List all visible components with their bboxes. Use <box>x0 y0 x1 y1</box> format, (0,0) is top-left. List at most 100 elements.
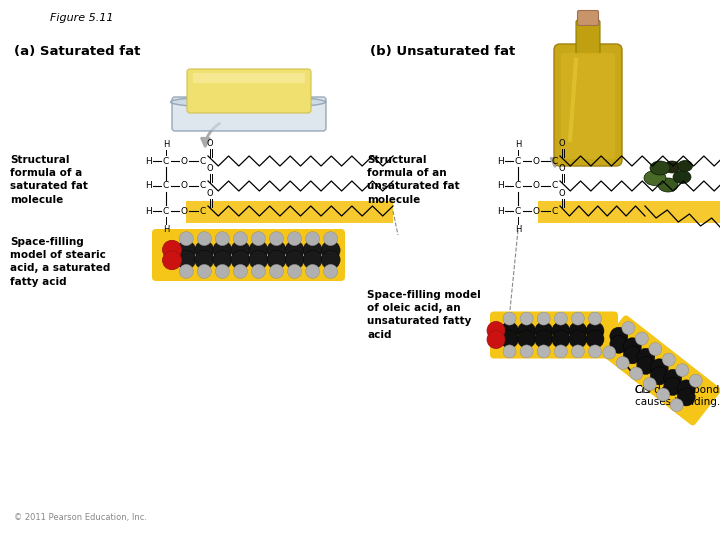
Circle shape <box>572 312 585 325</box>
Circle shape <box>503 312 516 325</box>
Circle shape <box>269 265 284 278</box>
Text: O: O <box>207 189 213 198</box>
Circle shape <box>569 322 587 340</box>
Text: C: C <box>200 181 206 191</box>
Circle shape <box>537 312 550 325</box>
Circle shape <box>487 330 505 348</box>
Text: Space-filling
model of stearic
acid, a saturated
fatty acid: Space-filling model of stearic acid, a s… <box>10 237 110 287</box>
Text: O: O <box>207 164 213 173</box>
Text: C: C <box>200 206 206 215</box>
Text: H: H <box>145 157 151 165</box>
Ellipse shape <box>171 96 325 108</box>
Circle shape <box>500 322 518 340</box>
Text: C: C <box>163 157 169 165</box>
Circle shape <box>269 232 284 246</box>
FancyBboxPatch shape <box>172 97 326 131</box>
Circle shape <box>213 241 232 260</box>
Text: Figure 5.11: Figure 5.11 <box>50 13 114 23</box>
Circle shape <box>285 241 304 260</box>
Circle shape <box>285 250 304 269</box>
Circle shape <box>487 321 505 340</box>
Circle shape <box>303 250 322 269</box>
FancyBboxPatch shape <box>490 312 618 359</box>
Circle shape <box>249 241 268 260</box>
Circle shape <box>572 345 585 358</box>
Circle shape <box>586 330 604 348</box>
Circle shape <box>195 241 214 260</box>
Circle shape <box>643 377 656 390</box>
Text: O: O <box>559 164 565 173</box>
Text: (a) Saturated fat: (a) Saturated fat <box>14 45 140 58</box>
Circle shape <box>251 232 266 246</box>
Text: O: O <box>181 206 187 215</box>
Circle shape <box>518 322 536 340</box>
Circle shape <box>197 232 211 246</box>
Circle shape <box>179 232 193 246</box>
Ellipse shape <box>664 161 680 173</box>
FancyBboxPatch shape <box>193 73 305 83</box>
Circle shape <box>324 265 338 278</box>
Ellipse shape <box>678 160 693 172</box>
Circle shape <box>537 345 550 358</box>
Circle shape <box>670 399 683 411</box>
Text: © 2011 Pearson Education, Inc.: © 2011 Pearson Education, Inc. <box>14 513 147 522</box>
Circle shape <box>233 265 248 278</box>
Circle shape <box>676 363 689 377</box>
Circle shape <box>249 250 268 269</box>
Circle shape <box>586 322 604 340</box>
Circle shape <box>303 241 322 260</box>
FancyBboxPatch shape <box>561 53 615 159</box>
Text: Space-filling model
of oleic acid, an
unsaturated fatty
acid: Space-filling model of oleic acid, an un… <box>367 290 481 340</box>
Ellipse shape <box>650 161 670 175</box>
Text: H: H <box>145 206 151 215</box>
Circle shape <box>689 374 702 387</box>
Text: O: O <box>533 206 539 215</box>
Circle shape <box>176 250 196 269</box>
Circle shape <box>552 330 570 348</box>
Text: C: C <box>515 181 521 191</box>
FancyBboxPatch shape <box>538 201 720 223</box>
FancyBboxPatch shape <box>152 229 345 281</box>
Circle shape <box>233 232 248 246</box>
Circle shape <box>520 345 533 358</box>
Circle shape <box>163 240 181 259</box>
Circle shape <box>610 327 628 345</box>
Circle shape <box>520 312 533 325</box>
FancyBboxPatch shape <box>187 69 311 113</box>
Circle shape <box>251 265 266 278</box>
Text: H: H <box>497 206 503 215</box>
Text: O: O <box>533 181 539 191</box>
Circle shape <box>321 241 340 260</box>
Circle shape <box>518 330 536 348</box>
Text: H: H <box>515 225 521 234</box>
Ellipse shape <box>644 171 666 186</box>
FancyBboxPatch shape <box>577 10 598 25</box>
Text: C: C <box>552 157 558 165</box>
Circle shape <box>213 250 232 269</box>
Text: O: O <box>533 157 539 165</box>
Circle shape <box>287 232 302 246</box>
Circle shape <box>662 353 675 366</box>
Circle shape <box>624 346 642 364</box>
Circle shape <box>287 265 302 278</box>
Text: C: C <box>200 157 206 165</box>
Text: H: H <box>497 181 503 191</box>
Circle shape <box>554 312 567 325</box>
Text: Structural
formula of an
unsaturated fat
molecule: Structural formula of an unsaturated fat… <box>367 155 459 205</box>
Circle shape <box>664 377 682 395</box>
Circle shape <box>500 330 518 348</box>
FancyBboxPatch shape <box>598 315 720 426</box>
Text: C: C <box>552 181 558 191</box>
FancyBboxPatch shape <box>186 201 393 223</box>
Circle shape <box>305 265 320 278</box>
Circle shape <box>267 250 286 269</box>
Circle shape <box>630 367 643 380</box>
Text: H: H <box>163 225 169 234</box>
Circle shape <box>649 342 662 356</box>
Text: H: H <box>515 140 521 149</box>
Circle shape <box>535 330 553 348</box>
Text: C: C <box>552 206 558 215</box>
Circle shape <box>678 380 696 398</box>
Text: O: O <box>207 139 213 148</box>
Ellipse shape <box>673 171 691 184</box>
